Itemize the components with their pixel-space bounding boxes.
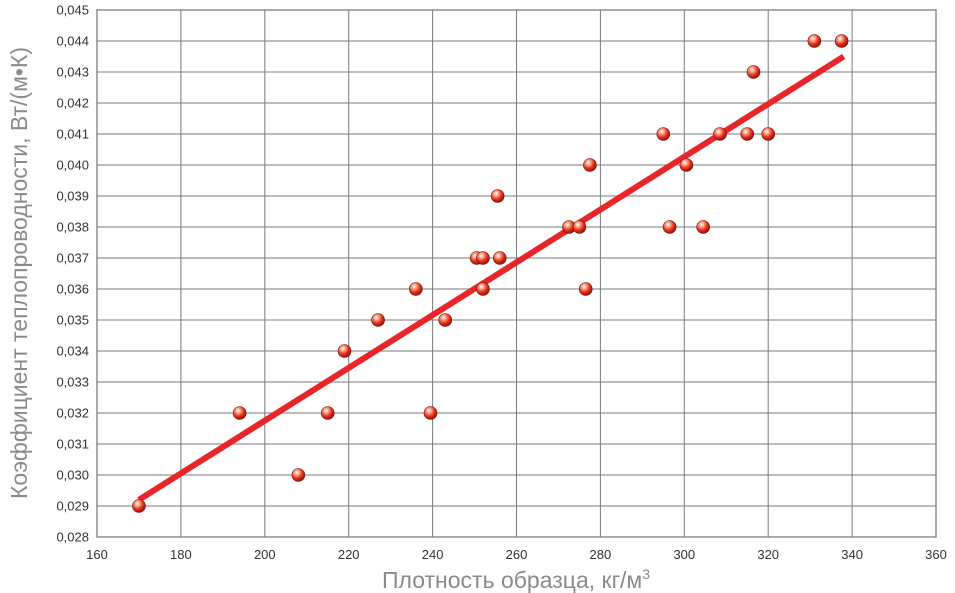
x-tick-label: 180 [170,547,192,562]
x-tick-label: 160 [86,547,108,562]
y-axis-ticks: 0,028 0,029 0,030 0,031 0,032 0,033 0,034 0,035… [56,3,89,545]
x-axis-label-superscript: 3 [642,566,650,582]
y-tick-label: 0,033 [56,375,89,390]
y-tick-label: 0,034 [56,344,89,359]
data-point [476,251,490,265]
data-point [371,313,385,327]
data-point [662,220,677,234]
y-tick-label: 0,032 [56,406,89,421]
y-tick-label: 0,040 [56,158,89,173]
x-tick-label: 280 [590,547,612,562]
data-point [713,127,727,141]
data-point [578,282,593,296]
trendline [137,53,846,503]
data-point [834,34,849,48]
x-tick-label: 300 [673,547,695,562]
data-point [583,158,597,172]
x-tick-label: 360 [925,547,947,562]
data-point [740,127,755,141]
y-tick-label: 0,029 [56,499,89,514]
y-tick-label: 0,043 [56,65,89,80]
data-point [232,406,247,420]
x-tick-label: 320 [757,547,779,562]
x-tick-label: 200 [254,547,276,562]
y-tick-label: 0,035 [56,313,89,328]
x-tick-label: 220 [338,547,360,562]
data-point [490,189,505,203]
data-point [492,251,507,265]
y-tick-label: 0,042 [56,96,89,111]
y-axis-label: Коэффициент теплопроводности, Вт/(м•К) [6,47,32,499]
x-axis-ticks: 160 180 200 220 240 260 280 300 320 340 360 [86,547,947,562]
y-tick-label: 0,028 [56,530,89,545]
y-tick-label: 0,041 [56,127,89,142]
y-tick-label: 0,038 [56,220,89,235]
grid-lines [96,9,937,538]
data-point [320,406,335,420]
data-point [409,282,423,296]
x-tick-label: 260 [506,547,528,562]
data-point [291,468,306,482]
y-tick-label: 0,037 [56,251,89,266]
trendline-group [137,53,846,503]
y-tick-label: 0,044 [56,34,89,49]
data-point [337,344,352,358]
x-tick-label: 340 [841,547,863,562]
data-point [423,406,438,420]
data-point [696,220,710,234]
data-point [761,127,776,141]
data-point [746,65,761,79]
data-point [476,282,490,296]
data-point [132,499,146,513]
y-tick-label: 0,031 [56,437,89,452]
data-point [679,158,694,172]
x-tick-label: 240 [422,547,444,562]
y-tick-label: 0,039 [56,189,89,204]
y-tick-label: 0,045 [56,3,89,18]
y-tick-label: 0,030 [56,468,89,483]
x-axis-label: Плотность образца, кг/м3 [382,566,650,593]
data-points [132,34,849,513]
data-point [656,127,671,141]
data-point [572,220,587,234]
data-point [438,313,452,327]
y-tick-label: 0,036 [56,282,89,297]
data-point [807,34,822,48]
